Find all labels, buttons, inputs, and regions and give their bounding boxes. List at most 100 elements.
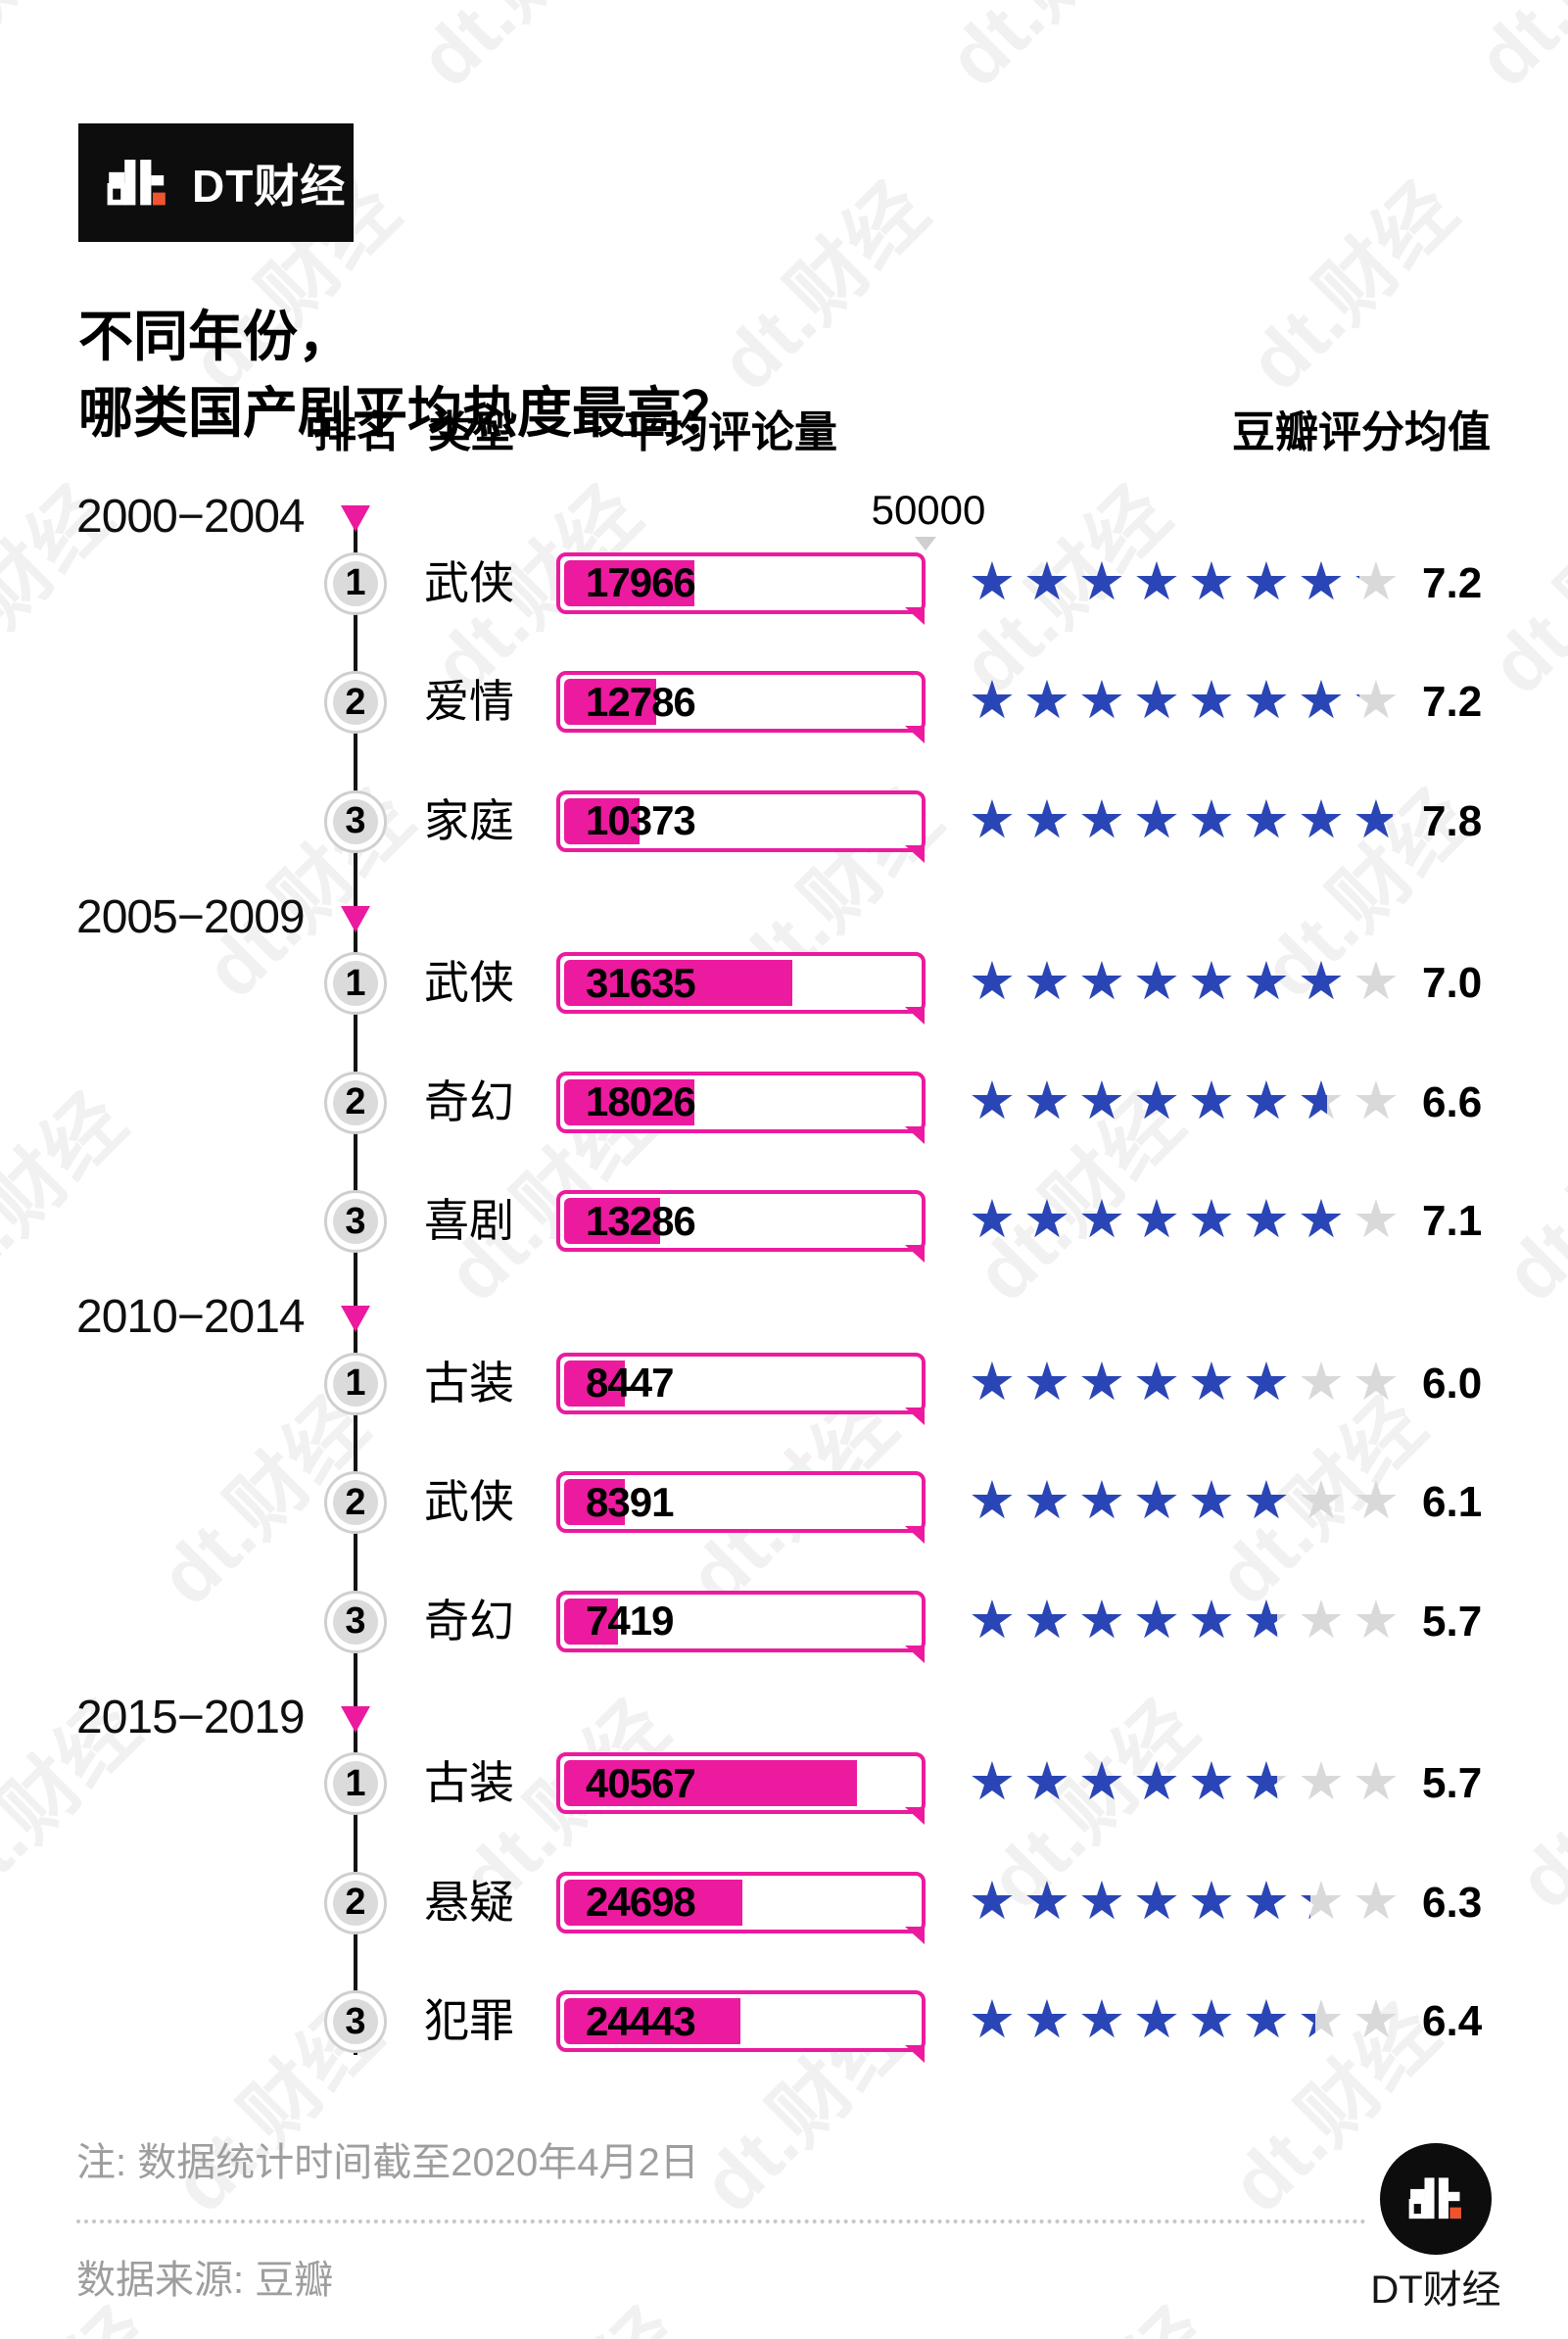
comments-value: 7419	[586, 1598, 674, 1644]
axis-max-label: 50000	[871, 487, 986, 533]
rating-value: 7.1	[1422, 1197, 1483, 1245]
rating-value: 6.0	[1422, 1359, 1483, 1408]
comments-bar: 24443	[556, 1990, 926, 2063]
rank-number: 2	[333, 1480, 378, 1525]
rank-badge: 2	[324, 1071, 387, 1134]
comments-value: 31635	[586, 959, 696, 1006]
watermark-text: dt.财经	[389, 0, 647, 108]
star-icons-empty: ★ ★ ★ ★ ★ ★ ★ ★	[968, 671, 1401, 730]
data-source: 数据来源: 豆瓣	[76, 2259, 334, 2302]
rating-value: 7.2	[1422, 678, 1483, 726]
period-marker-icon	[341, 1705, 370, 1733]
bar-tail-icon	[905, 1645, 925, 1663]
footnote: 注: 数据统计时间截至2020年4月2日	[76, 2141, 699, 2184]
page-title-line1: 不同年份，	[78, 306, 353, 367]
comments-bar-fill	[564, 1360, 625, 1407]
star-icons-empty: ★ ★ ★ ★ ★ ★ ★ ★	[968, 1990, 1401, 2049]
star-rating: ★★★★★★★★★★★★★★★★	[965, 1754, 1403, 1813]
bar-tail-icon	[905, 1926, 925, 1944]
star-rating: ★★★★★★★★★★★★★★★★	[965, 1874, 1403, 1933]
star-rating: ★★★★★★★★★★★★★★★★	[965, 1355, 1403, 1413]
column-header-comments: 平均评论量	[622, 408, 837, 456]
rank-badge: 1	[324, 1352, 387, 1415]
comments-bar: 10373	[556, 789, 926, 863]
rank-badge: 3	[324, 1590, 387, 1653]
star-icons-filled: ★★★★★★★★	[968, 1473, 1300, 1530]
comments-bar: 13286	[556, 1190, 926, 1263]
comments-value: 18026	[586, 1078, 696, 1124]
rating-value: 5.7	[1422, 1759, 1483, 1807]
rank-number: 1	[333, 1360, 378, 1407]
axis-max-marker-icon	[915, 537, 936, 550]
star-rating: ★★★★★★★★★★★★★★★★	[965, 1992, 1403, 2051]
comments-bar: 18026	[556, 1071, 926, 1144]
comments-bar-fill	[564, 1998, 740, 2044]
comments-bar: 17966	[556, 551, 926, 625]
watermark-text: dt.财经	[1487, 1077, 1568, 1318]
rank-badge: 3	[324, 789, 387, 853]
rank-badge: 3	[324, 1190, 387, 1253]
rating-value: 6.6	[1422, 1077, 1483, 1126]
period-label: 2005−2009	[76, 890, 306, 943]
page-title-line2: 哪类国产剧平均热度最高？	[78, 382, 736, 444]
period-marker-icon	[341, 1306, 370, 1332]
star-icons-filled: ★★★★★★★★	[968, 1754, 1278, 1811]
star-icons-filled: ★★★★★★★★	[968, 1354, 1291, 1411]
comments-bar-fill	[564, 1479, 625, 1525]
period-label: 2010−2014	[76, 1291, 306, 1343]
rank-badge: 1	[324, 952, 387, 1015]
comments-bar: 24698	[556, 1871, 926, 1944]
star-icons-filled: ★★★★★★★★	[968, 553, 1359, 611]
comments-value: 8391	[586, 1478, 674, 1525]
bar-tail-icon	[905, 1245, 925, 1263]
rating-value: 6.3	[1422, 1878, 1483, 1927]
watermark-text: dt.财经	[0, 0, 119, 108]
rank-badge: 1	[324, 551, 387, 615]
star-icons-empty: ★ ★ ★ ★ ★ ★ ★ ★	[968, 1190, 1401, 1249]
rank-badge: 3	[324, 1990, 387, 2053]
star-icons-empty: ★ ★ ★ ★ ★ ★ ★ ★	[968, 1352, 1401, 1411]
star-icons-filled: ★★★★★★★★	[968, 954, 1346, 1011]
star-icons-empty: ★ ★ ★ ★ ★ ★ ★ ★	[968, 1071, 1401, 1130]
rating-value: 5.7	[1422, 1597, 1483, 1646]
watermark-text: dt.财经	[0, 1077, 142, 1318]
rank-badge: 2	[324, 671, 387, 734]
bar-tail-icon	[905, 1526, 925, 1544]
dt-logo-icon	[107, 159, 166, 205]
comments-bar-fill	[564, 1879, 742, 1926]
rating-value: 7.2	[1422, 558, 1483, 607]
star-icons-empty: ★ ★ ★ ★ ★ ★ ★ ★	[968, 1590, 1401, 1649]
star-icons-empty: ★ ★ ★ ★ ★ ★ ★ ★	[968, 1752, 1401, 1811]
period-marker-icon	[341, 905, 370, 932]
rank-number: 3	[333, 1199, 378, 1244]
comments-bar-fill	[564, 1760, 857, 1806]
comments-bar-fill	[564, 1078, 694, 1125]
comments-value: 13286	[586, 1197, 696, 1244]
comments-bar: 12786	[556, 671, 926, 743]
star-icons-filled: ★★★★★★★★	[968, 673, 1359, 730]
watermark-text: dt.财经	[702, 167, 944, 407]
comments-bar: 40567	[556, 1752, 926, 1825]
type-label: 奇幻	[424, 1075, 514, 1127]
type-label: 家庭	[424, 794, 514, 846]
rank-number: 2	[333, 1079, 378, 1125]
rank-number: 1	[333, 961, 378, 1006]
type-label: 犯罪	[424, 1995, 514, 2046]
period-label: 2015−2019	[76, 1691, 306, 1743]
comments-bar-fill	[564, 960, 792, 1006]
star-icons-filled: ★★★★★★★★	[968, 791, 1393, 849]
star-icons-filled: ★★★★★★★★	[968, 1992, 1316, 2049]
comments-bar: 7419	[556, 1590, 926, 1663]
watermark-text: dt.财经	[1500, 1685, 1568, 1926]
column-header-type: 类型	[428, 408, 514, 456]
watermark-text: dt.财经	[973, 2278, 1231, 2339]
rank-badge: 2	[324, 1471, 387, 1534]
star-rating: ★★★★★★★★★★★★★★★★	[965, 1192, 1403, 1251]
type-label: 古装	[424, 1357, 514, 1408]
bar-tail-icon	[905, 2045, 925, 2063]
column-header-rank: 排名	[313, 408, 400, 456]
period-label: 2000−2004	[76, 491, 306, 543]
bar-tail-icon	[905, 606, 925, 625]
comments-value: 40567	[586, 1759, 696, 1806]
star-rating: ★★★★★★★★★★★★★★★★	[965, 1473, 1403, 1532]
